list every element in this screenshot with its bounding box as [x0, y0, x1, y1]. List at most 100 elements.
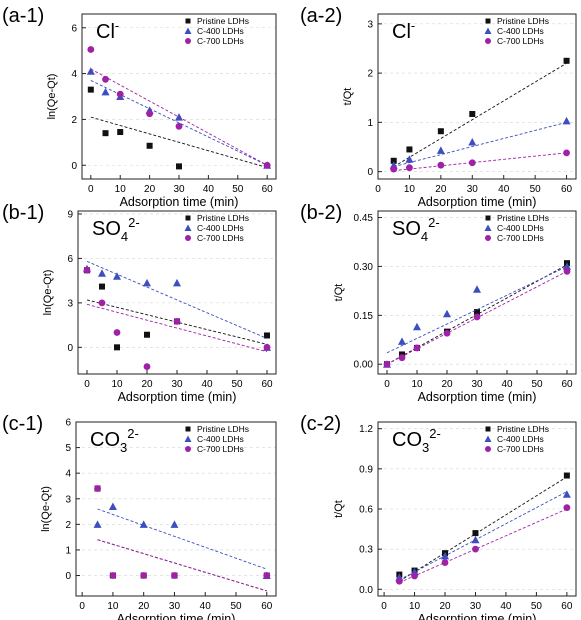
- panel-b2: 0 10 20 30 40 50 600.000.150.300.45Adsorption …: [300, 202, 576, 404]
- panel-a2: 0 10 20 30 40 50 600123Adsorption time (min)t/…: [300, 5, 576, 209]
- legend: Pristine LDHsC-400 LDHsC-700 LDHs: [185, 424, 249, 454]
- ion-superscript: -: [115, 18, 119, 33]
- ion-subscript: 3: [422, 440, 429, 455]
- panel-a1: 0 10 20 30 40 50 600246Adsorption time (min)ln…: [2, 5, 276, 209]
- data-point-triangle: [170, 520, 178, 528]
- y-axis-label: t/Qt: [333, 500, 345, 518]
- y-tick-label: 0.3: [359, 545, 373, 556]
- x-tick-label: 10: [409, 601, 421, 612]
- data-point-circle: [264, 162, 271, 169]
- data-point-circle: [140, 572, 147, 579]
- data-point-circle: [110, 572, 117, 579]
- data-point-circle: [384, 361, 391, 368]
- fit-line: [98, 509, 267, 569]
- x-axis-label: Adsorption time (min): [118, 390, 237, 404]
- legend-marker-square: [486, 216, 491, 221]
- data-point-triangle: [87, 67, 95, 75]
- series-triangle: [83, 261, 271, 350]
- data-point-circle: [87, 46, 94, 53]
- legend-marker-circle: [185, 446, 191, 452]
- y-tick-label: 0: [71, 161, 77, 172]
- y-tick-label: 6: [65, 418, 71, 429]
- data-point-circle: [264, 344, 271, 351]
- data-point-circle: [396, 578, 403, 585]
- legend-label: C-400 LDHs: [497, 223, 544, 233]
- legend-marker-circle: [485, 235, 491, 241]
- y-axis-label: t/Qt: [333, 284, 345, 302]
- ion-base: SO: [392, 218, 421, 240]
- panel-label: (c-2): [300, 413, 341, 435]
- data-point-square: [176, 163, 182, 169]
- data-point-circle: [563, 504, 570, 511]
- fit-line: [98, 540, 267, 591]
- x-tick-label: 50: [230, 601, 242, 612]
- data-point-circle: [437, 162, 444, 169]
- x-axis-label: Adsorption time (min): [418, 390, 537, 404]
- data-point-triangle: [563, 490, 571, 498]
- fit-line: [394, 63, 567, 166]
- data-point-triangle: [98, 269, 106, 277]
- x-tick-label: 40: [201, 379, 213, 390]
- y-axis-label: ln(Qe-Qt): [46, 74, 58, 120]
- legend-label: Pristine LDHs: [197, 213, 249, 223]
- data-point-circle: [406, 164, 413, 171]
- legend-label: C-400 LDHs: [497, 434, 544, 444]
- data-point-circle: [102, 76, 109, 83]
- legend: Pristine LDHsC-400 LDHsC-700 LDHs: [185, 16, 249, 46]
- ion-subscript: 3: [120, 440, 127, 455]
- series-square: [95, 486, 270, 591]
- data-point-circle: [176, 123, 183, 130]
- data-point-circle: [474, 314, 481, 321]
- legend-marker-square: [486, 427, 491, 432]
- series-circle: [87, 46, 270, 169]
- y-axis-label: t/Qt: [342, 88, 354, 106]
- legend-label: C-400 LDHs: [197, 26, 244, 36]
- fit-line: [399, 492, 567, 580]
- y-tick-label: 3: [67, 298, 73, 309]
- x-tick-label: 10: [411, 379, 423, 390]
- x-tick-label: 50: [232, 184, 244, 195]
- legend-marker-square: [186, 216, 191, 221]
- data-point-triangle: [443, 310, 451, 318]
- data-point-square: [564, 473, 570, 479]
- x-axis-label: Adsorption time (min): [418, 195, 537, 209]
- series-square: [396, 473, 570, 582]
- x-tick-label: 60: [261, 601, 273, 612]
- legend-marker-triangle: [185, 436, 192, 443]
- legend-label: C-700 LDHs: [197, 444, 244, 454]
- ion-label: CO32-: [90, 426, 139, 455]
- legend-marker-triangle: [185, 28, 192, 35]
- data-point-circle: [442, 559, 449, 566]
- legend-marker-circle: [185, 235, 191, 241]
- x-tick-label: 20: [138, 601, 150, 612]
- ion-label: SO42-: [92, 215, 140, 244]
- x-tick-label: 0: [88, 184, 94, 195]
- y-tick-label: 0: [367, 167, 373, 178]
- x-tick-label: 50: [531, 379, 543, 390]
- panel-label: (a-2): [300, 5, 342, 27]
- ion-superscript: 2-: [428, 215, 440, 230]
- y-tick-label: 0: [67, 343, 73, 354]
- data-point-circle: [174, 318, 181, 325]
- fit-line: [394, 153, 567, 171]
- x-tick-label: 50: [531, 601, 543, 612]
- legend-label: Pristine LDHs: [497, 213, 549, 223]
- ion-subscript: 4: [121, 229, 128, 244]
- legend-marker-triangle: [485, 225, 492, 232]
- legend-label: Pristine LDHs: [197, 424, 249, 434]
- y-tick-label: 9: [67, 209, 73, 220]
- fit-line: [399, 477, 567, 581]
- legend-marker-square: [186, 427, 191, 432]
- data-point-triangle: [413, 323, 421, 331]
- data-point-circle: [469, 159, 476, 166]
- x-tick-label: 0: [79, 601, 85, 612]
- fit-line: [394, 122, 567, 166]
- x-tick-label: 20: [441, 379, 453, 390]
- panel-label: (b-1): [2, 202, 44, 224]
- ion-label: Cl-: [392, 18, 415, 43]
- data-point-square: [99, 284, 105, 290]
- data-point-triangle: [173, 279, 181, 287]
- x-tick-label: 0: [384, 379, 390, 390]
- series-triangle: [390, 117, 571, 169]
